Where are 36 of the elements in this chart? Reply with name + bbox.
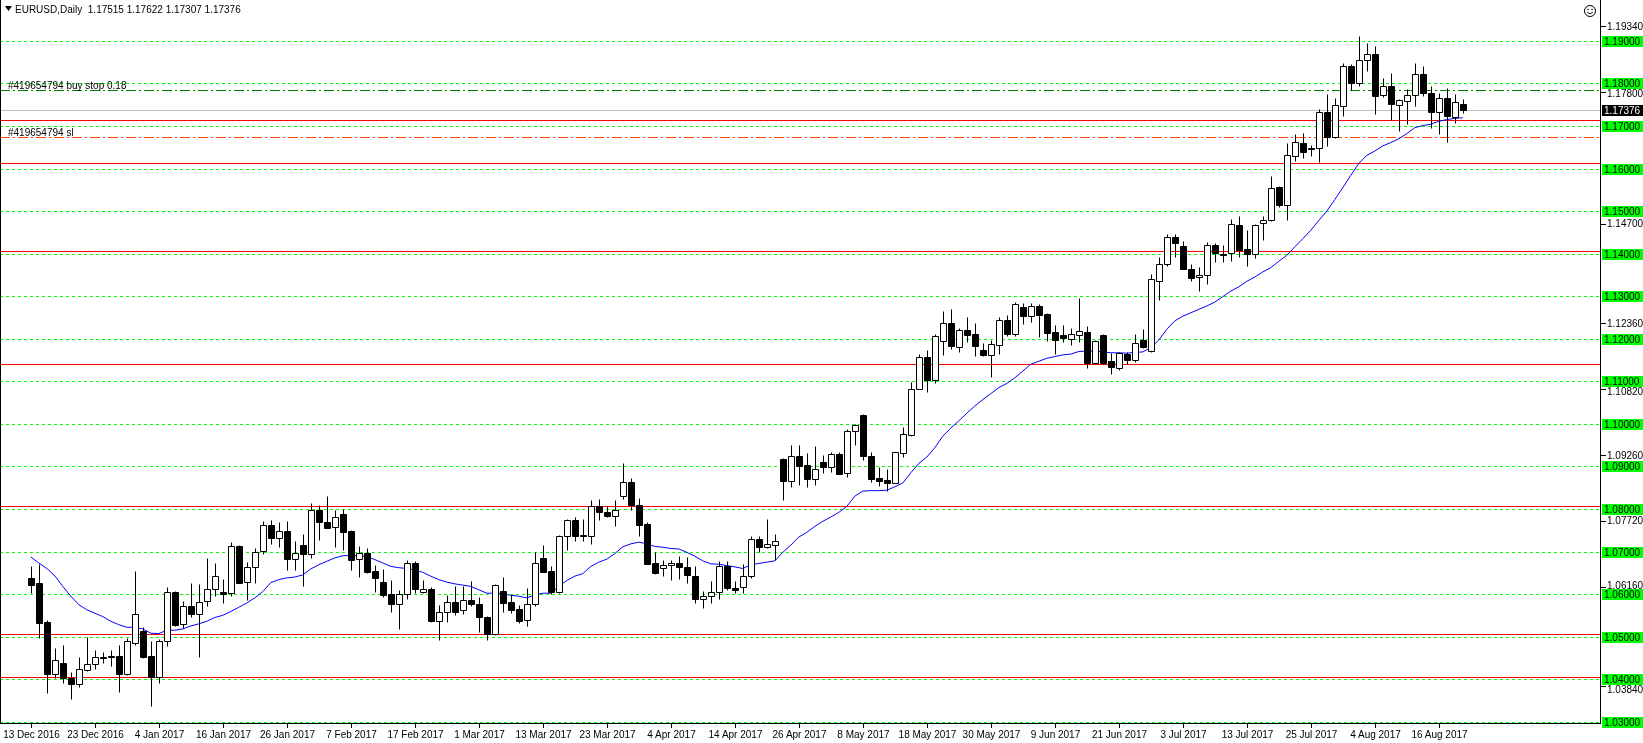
y-tick-label: 1.06160 bbox=[1607, 579, 1643, 591]
chart-title: EURUSD,Daily 1.17515 1.17622 1.17307 1.17376 bbox=[15, 4, 242, 15]
x-tick-label: 13 Dec 2016 bbox=[3, 729, 61, 740]
x-tick-label: 7 Feb 2017 bbox=[326, 729, 378, 740]
y-tick-label: 1.14700 bbox=[1607, 218, 1643, 230]
x-tick-label: 17 Feb 2017 bbox=[387, 729, 445, 740]
x-tick-label: 16 Aug 2017 bbox=[1411, 729, 1469, 740]
candlestick bbox=[1220, 245, 1227, 263]
y-tick-label: 1.09260 bbox=[1607, 449, 1643, 461]
x-tick-label: 1 Mar 2017 bbox=[454, 729, 506, 740]
x-tick-label: 23 Mar 2017 bbox=[579, 729, 637, 740]
x-tick-label: 18 May 2017 bbox=[898, 729, 957, 740]
x-tick-label: 26 Apr 2017 bbox=[772, 729, 827, 740]
x-tick-label: 9 Jun 2017 bbox=[1030, 729, 1081, 740]
x-tick-label: 13 Jul 2017 bbox=[1221, 729, 1274, 740]
x-tick-label: 4 Apr 2017 bbox=[647, 729, 697, 740]
x-tick-label: 8 May 2017 bbox=[837, 729, 891, 740]
x-tick-label: 25 Jul 2017 bbox=[1285, 729, 1338, 740]
y-tick-label: 1.07720 bbox=[1607, 515, 1643, 527]
y-tick-label: 1.19340 bbox=[1607, 20, 1643, 32]
x-tick-label: 26 Jan 2017 bbox=[259, 729, 316, 740]
x-tick-label: 4 Aug 2017 bbox=[1350, 729, 1402, 740]
ref-line-label: #419654794 buy stop 0.18 bbox=[8, 79, 127, 91]
x-tick-label: 23 Dec 2016 bbox=[67, 729, 125, 740]
y-tick-label: 1.10820 bbox=[1607, 385, 1643, 397]
ref-line-label: #419654794 sl bbox=[8, 126, 74, 138]
x-tick-label: 4 Jan 2017 bbox=[134, 729, 185, 740]
x-tick-label: 3 Jul 2017 bbox=[1160, 729, 1208, 740]
y-tick-label: 1.03840 bbox=[1607, 683, 1643, 695]
x-tick-label: 13 Mar 2017 bbox=[515, 729, 573, 740]
x-tick-label: 16 Jan 2017 bbox=[195, 729, 252, 740]
x-tick-label: 30 May 2017 bbox=[962, 729, 1021, 740]
y-tick-label: 1.17800 bbox=[1607, 87, 1643, 99]
x-tick-label: 21 Jun 2017 bbox=[1091, 729, 1148, 740]
y-tick-label: 1.12360 bbox=[1607, 317, 1643, 329]
x-tick-label: 14 Apr 2017 bbox=[708, 729, 763, 740]
